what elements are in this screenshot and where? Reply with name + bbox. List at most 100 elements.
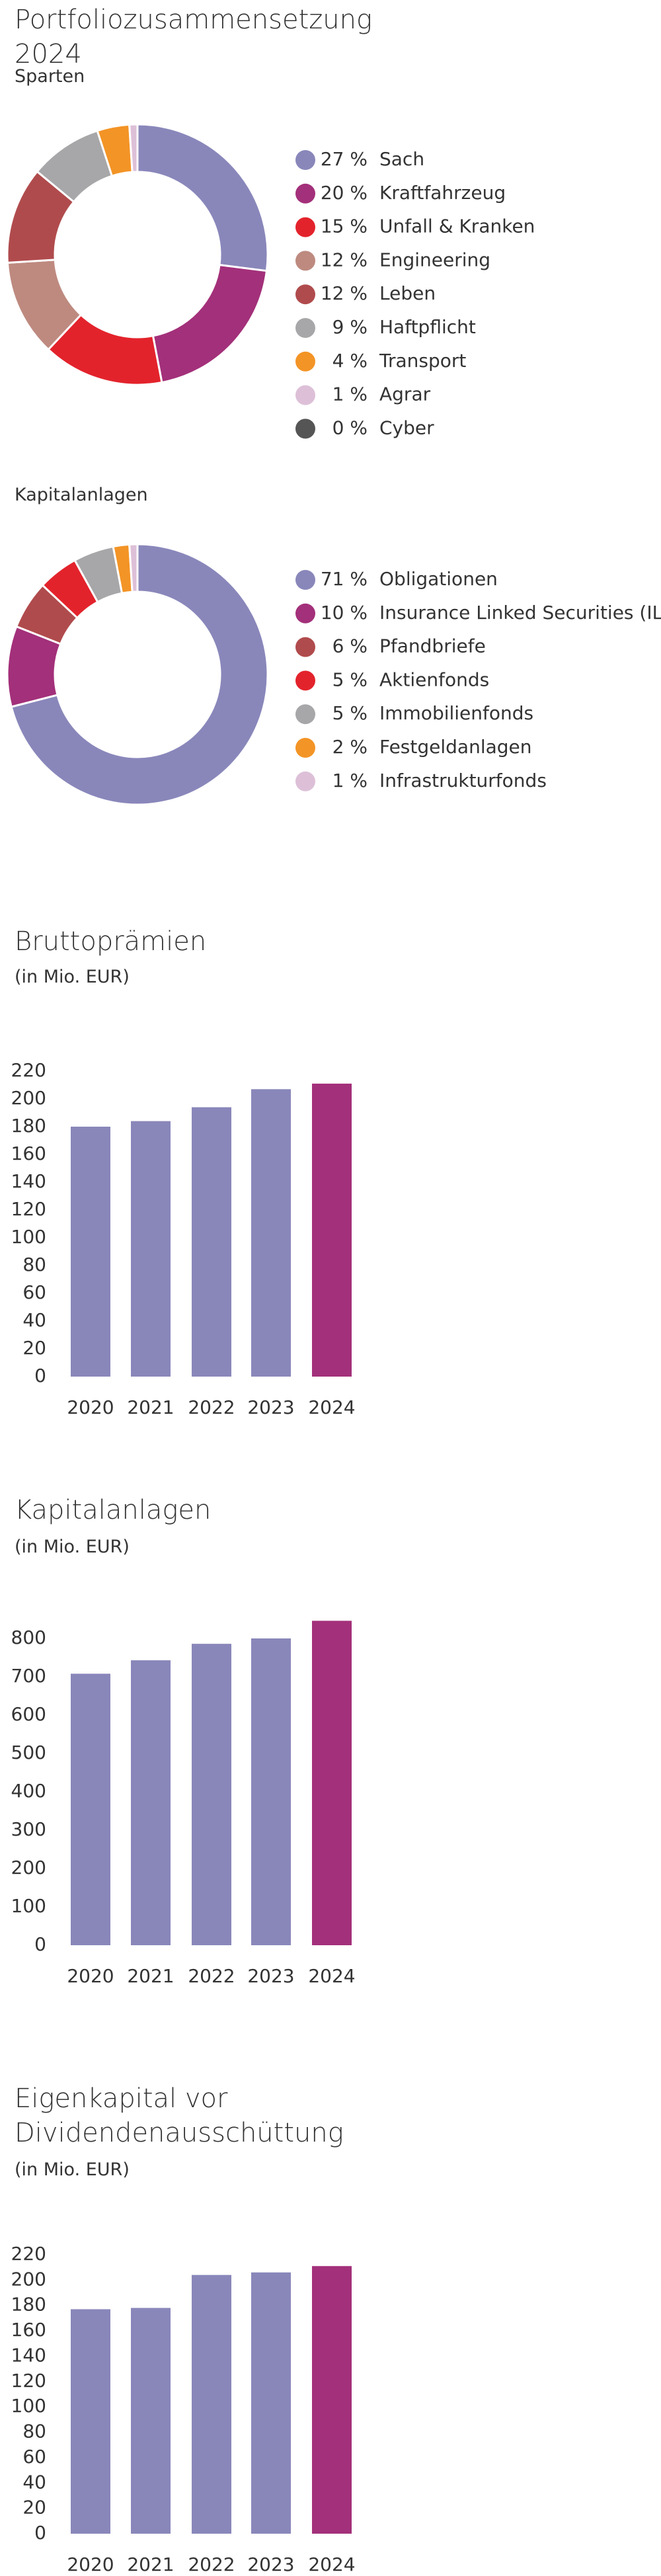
bar (251, 1638, 291, 1945)
y-tick-label: 80 (22, 1254, 46, 1275)
y-tick-label: 200 (11, 2268, 46, 2290)
bar (192, 1644, 231, 1945)
y-tick-label: 20 (22, 2497, 46, 2518)
legend-value: 2 % (332, 736, 368, 758)
y-tick-label: 220 (11, 2243, 46, 2265)
x-tick-label: 2021 (127, 1965, 174, 1987)
x-tick-label: 2022 (188, 1396, 235, 1418)
legend-label: Pfandbriefe (379, 635, 486, 657)
y-tick-label: 20 (22, 1337, 46, 1359)
legend-dot (295, 670, 315, 691)
legend-label: Agrar (379, 383, 431, 405)
x-tick-label: 2022 (188, 1965, 235, 1987)
chart-subtitle: Kapitalanlagen (15, 485, 148, 505)
legend-dot (295, 385, 315, 405)
legend-value: 0 % (332, 417, 368, 438)
y-tick-label: 0 (34, 2522, 46, 2544)
x-tick-label: 2024 (308, 1965, 355, 1987)
chart-title: Bruttoprämien (15, 926, 207, 957)
legend-label: Leben (379, 282, 436, 304)
donut-slice (128, 543, 139, 593)
legend-dot (295, 251, 315, 271)
legend-dot (295, 351, 315, 372)
y-tick-label: 120 (11, 1198, 46, 1220)
bar (251, 1089, 291, 1377)
legend-label: Transport (379, 350, 466, 372)
y-tick-label: 0 (34, 1933, 46, 1955)
bar (71, 1673, 110, 1945)
y-tick-label: 220 (11, 1059, 46, 1081)
legend-value: 4 % (332, 350, 368, 372)
bar (312, 2266, 352, 2534)
chart-subtitle: Sparten (15, 66, 85, 87)
legend-label: Immobilienfonds (379, 702, 533, 724)
legend-value: 10 % (321, 602, 368, 624)
bar (312, 1083, 352, 1377)
x-tick-label: 2020 (67, 2554, 114, 2575)
y-tick-label: 700 (11, 1665, 46, 1687)
y-tick-label: 100 (11, 1226, 46, 1248)
x-tick-label: 2021 (127, 2554, 174, 2575)
legend-dot (295, 570, 315, 590)
x-tick-label: 2020 (67, 1965, 114, 1987)
legend-value: 12 % (321, 249, 368, 270)
legend-dot (295, 183, 315, 204)
y-tick-label: 400 (11, 1780, 46, 1802)
y-tick-label: 40 (22, 1309, 46, 1331)
chart-title: Kapitalanlagen (15, 1495, 212, 1525)
legend-label: Infrastrukturfonds (379, 770, 547, 791)
x-tick-label: 2022 (188, 2554, 235, 2575)
y-tick-label: 200 (11, 1087, 46, 1109)
chart-subtitle: (in Mio. EUR) (15, 2159, 130, 2180)
legend-value: 5 % (332, 702, 368, 724)
legend-dot (295, 150, 315, 170)
y-tick-label: 100 (11, 1895, 46, 1917)
y-tick-label: 600 (11, 1703, 46, 1725)
legend-value: 12 % (321, 282, 368, 304)
legend-value: 9 % (332, 316, 368, 338)
bar (251, 2272, 291, 2534)
chart-title: Portfoliozusammensetzung 2024 (15, 5, 372, 69)
legend-label: Engineering (379, 249, 490, 270)
legend-dot (295, 738, 315, 758)
bar (131, 1121, 171, 1377)
legend-dot (295, 217, 315, 237)
legend-value: 1 % (332, 770, 368, 791)
legend-value: 15 % (321, 216, 368, 237)
y-tick-label: 120 (11, 2370, 46, 2392)
bar (71, 1127, 110, 1377)
legend-dot (295, 637, 315, 657)
bar (192, 2274, 231, 2534)
legend-dot (295, 318, 315, 338)
y-tick-label: 180 (11, 2294, 46, 2315)
bar (312, 1621, 352, 1945)
legend-label: Kraftfahrzeug (379, 182, 506, 204)
donut-slice (10, 543, 269, 806)
y-tick-label: 140 (11, 2344, 46, 2366)
y-tick-label: 40 (22, 2471, 46, 2493)
bar (131, 2308, 171, 2534)
legend-value: 20 % (321, 182, 368, 204)
x-tick-label: 2024 (308, 2554, 355, 2575)
y-tick-label: 140 (11, 1170, 46, 1192)
donut-slice (151, 263, 268, 384)
y-tick-label: 60 (22, 1281, 46, 1303)
chart-title: Eigenkapital vor Dividendenausschüttung (15, 2083, 344, 2148)
legend-label: Haftpflicht (379, 316, 476, 338)
legend-label: Aktienfonds (379, 668, 489, 690)
y-tick-label: 800 (11, 1627, 46, 1648)
y-tick-label: 60 (22, 2446, 46, 2468)
legend-label: Unfall & Kranken (379, 216, 535, 237)
bar (71, 2309, 110, 2534)
bar (192, 1107, 231, 1377)
x-tick-label: 2023 (247, 2554, 294, 2575)
legend-value: 1 % (332, 383, 368, 405)
legend-value: 6 % (332, 635, 368, 657)
x-tick-label: 2023 (247, 1965, 294, 1987)
y-tick-label: 180 (11, 1115, 46, 1137)
y-tick-label: 0 (34, 1365, 46, 1387)
y-tick-label: 300 (11, 1818, 46, 1840)
legend-dot (295, 603, 315, 624)
